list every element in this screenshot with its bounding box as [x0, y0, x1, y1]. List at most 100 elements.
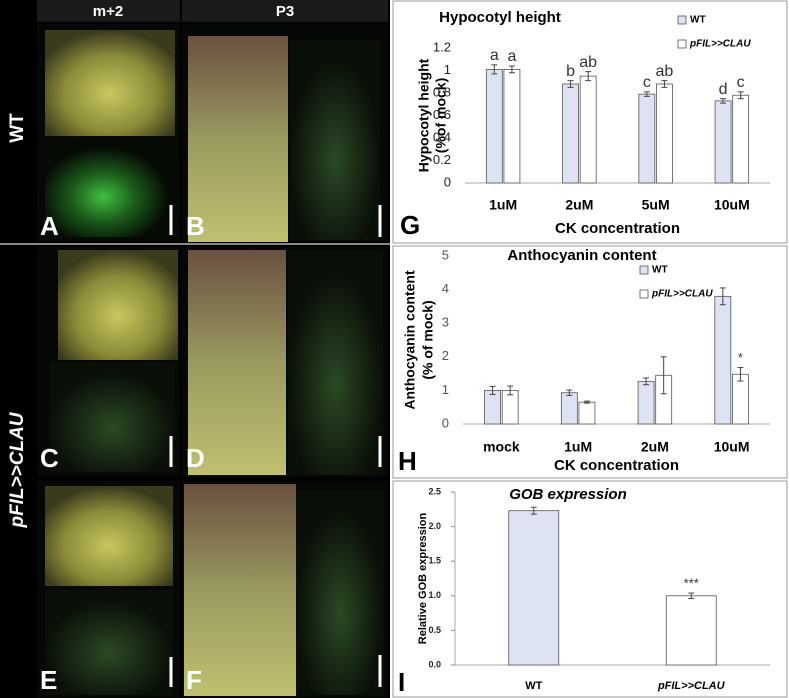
- y-tick-label: 1.0: [428, 590, 441, 600]
- photo: [290, 40, 380, 240]
- bar: [732, 94, 750, 184]
- photo: [50, 362, 175, 472]
- y-tick-label: 1: [442, 382, 449, 397]
- x-tick-label: pFIL>>CLAU: [657, 680, 726, 692]
- legend-label: WT: [652, 265, 668, 276]
- panel-letter: B: [186, 211, 205, 241]
- panel-letter: G: [400, 210, 420, 240]
- bar: [714, 100, 732, 184]
- panel-letter: C: [40, 443, 59, 473]
- x-tick-label: WT: [525, 680, 542, 692]
- x-tick-label: 1uM: [564, 439, 592, 455]
- legend-swatch: [677, 39, 687, 49]
- column-header-bg: [182, 0, 388, 22]
- y-tick-label: 3: [442, 315, 449, 330]
- y-tick-label: 0.6: [433, 107, 451, 122]
- bar: [732, 373, 749, 425]
- row-label: WT: [7, 113, 28, 143]
- chart-title: Hypocotyl height: [439, 9, 561, 26]
- y-tick-label: 1.5: [428, 556, 441, 566]
- x-tick-label: 1uM: [489, 197, 517, 213]
- significance-label: ab: [656, 63, 674, 80]
- x-tick-label: 2uM: [565, 197, 593, 213]
- photo: [58, 250, 178, 360]
- y-tick-label: 0.8: [433, 84, 451, 99]
- y-tick-label: 0.2: [433, 152, 451, 167]
- y-axis-label: Anthocyanin content: [402, 270, 418, 410]
- bar: [637, 380, 655, 425]
- bar: [501, 389, 519, 425]
- y-tick-label: 2: [442, 348, 449, 363]
- legend-swatch: [639, 289, 649, 299]
- column-header: P3: [276, 3, 294, 20]
- bar: [579, 75, 597, 184]
- significance-label: c: [737, 74, 745, 91]
- photo: [45, 486, 173, 586]
- y-tick-label: 0.5: [428, 625, 441, 635]
- y-tick-label: 0.4: [433, 129, 451, 144]
- significance-label: a: [507, 48, 516, 65]
- x-tick-label: 10uM: [714, 197, 750, 213]
- bar: [638, 93, 656, 184]
- x-tick-label: mock: [483, 439, 520, 455]
- y-tick-label: 4: [442, 281, 449, 296]
- y-tick-label: 5: [442, 247, 449, 262]
- column-header: m+2: [93, 3, 123, 20]
- significance-label: ab: [579, 54, 597, 71]
- y-axis-label: Hypocotyl height: [416, 58, 432, 172]
- panel-letter: I: [398, 667, 405, 697]
- x-axis-label: CK concentration: [555, 220, 680, 237]
- bar: [656, 83, 673, 184]
- photo: [45, 590, 173, 695]
- bar: [560, 392, 578, 425]
- panel-letter: F: [186, 665, 202, 695]
- photo: [184, 484, 296, 696]
- panel-letter: E: [40, 665, 57, 695]
- y-tick-label: 1.2: [433, 39, 451, 54]
- x-tick-label: 10uM: [714, 439, 750, 455]
- legend-swatch: [639, 265, 649, 275]
- row-label: pFIL>>CLAU: [7, 411, 28, 528]
- legend-swatch: [677, 15, 687, 25]
- panel-letter: H: [398, 446, 417, 476]
- bar: [503, 68, 521, 184]
- significance-label: d: [719, 81, 728, 98]
- photo: [288, 250, 383, 475]
- y-tick-label: 2.5: [428, 486, 441, 496]
- x-axis-label: CK concentration: [554, 457, 679, 474]
- chart-frame: [392, 480, 788, 698]
- y-axis-label: (%of mock): [433, 78, 449, 153]
- legend-label: pFIL>>CLAU: [689, 39, 751, 50]
- photo: [188, 36, 288, 242]
- chart-title: GOB expression: [509, 486, 627, 503]
- significance-label: ***: [684, 575, 699, 590]
- bar: [665, 595, 717, 666]
- photo: [296, 490, 384, 695]
- bar: [508, 510, 560, 666]
- x-tick-label: 2uM: [641, 439, 669, 455]
- x-tick-label: 5uM: [642, 197, 670, 213]
- photo: [45, 137, 175, 237]
- photo: [45, 30, 175, 136]
- y-axis-label: Relative GOB expression: [417, 513, 429, 645]
- legend-label: WT: [690, 15, 706, 26]
- bar: [484, 389, 501, 425]
- bar: [485, 68, 503, 184]
- y-tick-label: 2.0: [428, 521, 441, 531]
- column-header-bg: [37, 0, 180, 22]
- y-tick-label: 0.0: [428, 659, 441, 669]
- bar: [578, 401, 596, 425]
- y-tick-label: 0: [444, 174, 451, 189]
- y-axis-label: (% of mock): [420, 300, 436, 379]
- significance-label: b: [566, 63, 575, 80]
- photo-panels: m+2 P3 WT pFIL>>CLAU A B C D E F: [0, 0, 390, 698]
- panel-letter: A: [40, 211, 59, 241]
- significance-label: a: [490, 47, 499, 64]
- bar: [714, 295, 732, 425]
- significance-label: *: [738, 350, 743, 365]
- bar: [562, 83, 579, 184]
- chart-title: Anthocyanin content: [507, 247, 656, 264]
- panel-letter: D: [186, 443, 205, 473]
- y-tick-label: 0: [442, 415, 449, 430]
